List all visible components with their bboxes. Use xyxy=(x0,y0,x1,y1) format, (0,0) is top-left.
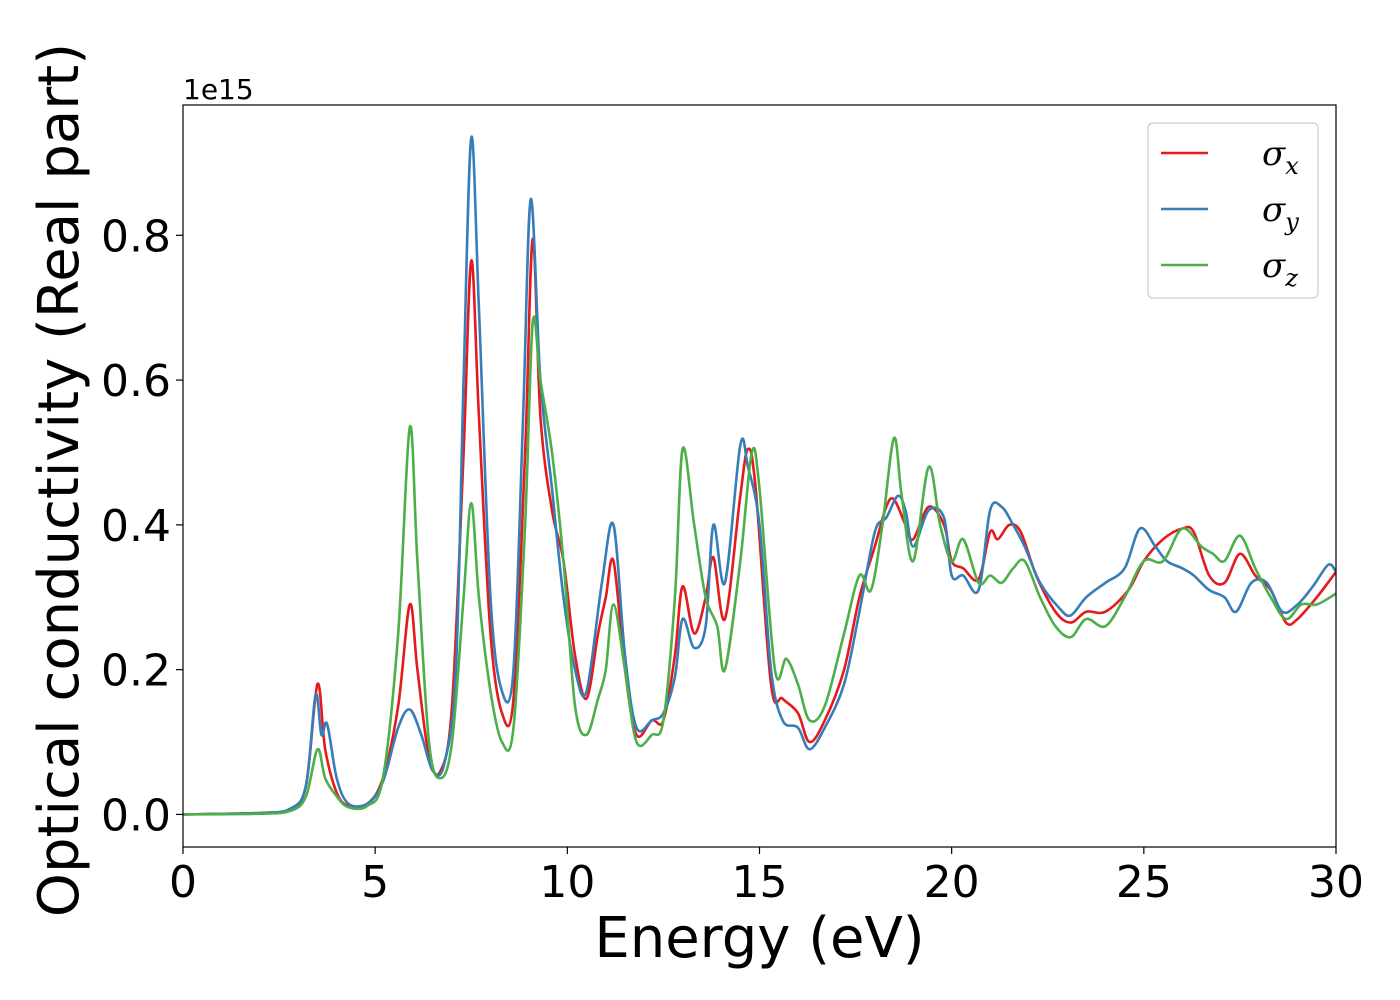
x-tick-label: 20 xyxy=(924,857,980,908)
x-axis-ticks: 0 5 10 15 20 25 30 xyxy=(169,847,1364,908)
y-tick-label: 0.2 xyxy=(101,646,171,697)
series-line-y xyxy=(183,135,1336,816)
legend-label-x: σx xyxy=(1262,134,1299,180)
legend-label-y: σy xyxy=(1262,190,1299,236)
y-tick-label: 0.0 xyxy=(101,790,171,841)
y-tick-label: 0.6 xyxy=(101,356,171,407)
x-axis-title: Energy (eV) xyxy=(594,906,924,971)
x-tick-label: 10 xyxy=(539,857,595,908)
x-tick-label: 0 xyxy=(169,857,197,908)
y-axis-offset-text: 1e15 xyxy=(183,73,254,106)
legend-label-z: σz xyxy=(1262,246,1298,292)
x-tick-label: 5 xyxy=(361,857,389,908)
series-line-z xyxy=(183,315,1336,816)
x-tick-label: 15 xyxy=(732,857,788,908)
y-axis-ticks: 0.0 0.2 0.4 0.6 0.8 xyxy=(101,211,183,841)
x-tick-label: 30 xyxy=(1308,857,1364,908)
x-tick-label: 25 xyxy=(1116,857,1172,908)
y-axis-title: Optical conductivity (Real part) xyxy=(27,43,92,917)
y-tick-label: 0.4 xyxy=(101,501,171,552)
plot-area xyxy=(183,135,1336,816)
legend: σx σy σz xyxy=(1147,122,1319,299)
legend-box xyxy=(1147,122,1319,299)
y-tick-label: 0.8 xyxy=(101,211,171,262)
